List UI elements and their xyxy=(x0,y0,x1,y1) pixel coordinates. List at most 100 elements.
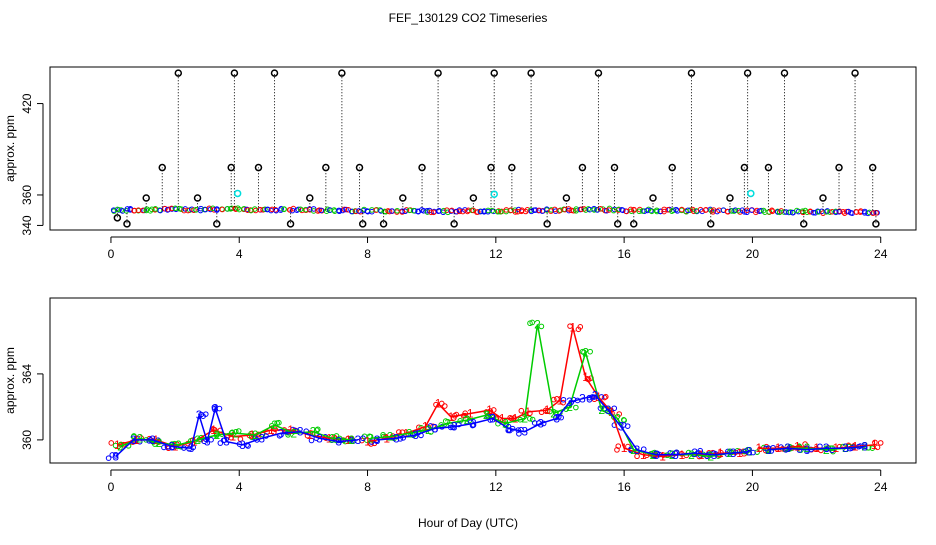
series-1-label: 1 xyxy=(364,435,371,449)
spike-point xyxy=(562,194,571,202)
series-1-label: 1 xyxy=(569,321,576,335)
series-1-point xyxy=(554,395,560,402)
spike-point xyxy=(668,163,676,172)
spike-point xyxy=(469,194,478,202)
x-axis-label: Hour of Day (UTC) xyxy=(418,516,518,530)
spike-point xyxy=(610,163,619,172)
series-2-point xyxy=(869,445,876,451)
spike-point xyxy=(338,69,346,77)
top-x-tick-label: 8 xyxy=(364,247,371,261)
spike-point xyxy=(113,214,122,222)
series-1-point xyxy=(518,407,525,414)
baseline-point xyxy=(497,208,504,215)
baseline-point xyxy=(272,206,279,213)
series-3-label: 3 xyxy=(489,411,496,425)
series-2-label: 2 xyxy=(117,440,124,454)
baseline-point xyxy=(744,209,750,216)
baseline-point xyxy=(748,207,755,213)
series-1-label: 1 xyxy=(191,435,198,449)
baseline-point xyxy=(775,209,781,215)
series-3-point xyxy=(245,443,251,449)
spike-point xyxy=(780,69,789,77)
baseline-point xyxy=(315,208,321,214)
baseline-point xyxy=(556,208,562,214)
series-1-label: 1 xyxy=(525,405,532,419)
series-2-label: 2 xyxy=(464,413,471,427)
series-3-label: 3 xyxy=(196,408,203,422)
baseline-point xyxy=(591,207,597,213)
series-1-label: 1 xyxy=(287,423,294,437)
spike-point xyxy=(193,194,202,202)
series-2-point xyxy=(527,415,533,422)
bottom-x-tick-label: 4 xyxy=(236,480,243,494)
series-2-label: 2 xyxy=(310,425,317,439)
series-1-label: 1 xyxy=(775,441,782,455)
series-1-label: 1 xyxy=(499,411,506,425)
spike-point xyxy=(687,69,696,77)
baseline-point xyxy=(211,207,218,213)
series-1-label: 1 xyxy=(448,410,455,424)
baseline-point xyxy=(403,207,410,213)
top-x-tick-label: 0 xyxy=(108,247,115,261)
spike-point xyxy=(764,163,773,172)
series-2-label: 2 xyxy=(688,448,695,462)
baseline-point xyxy=(241,205,247,212)
baseline-point xyxy=(281,206,287,213)
series-1-label: 1 xyxy=(557,393,564,407)
series-3-label: 3 xyxy=(521,425,528,439)
top-y-tick-label: 420 xyxy=(20,93,34,113)
series-1-point xyxy=(616,411,623,417)
bottom-x-tick-label: 0 xyxy=(108,480,115,494)
series-1-point xyxy=(567,323,573,329)
series-1-point xyxy=(438,400,445,407)
series-3-label: 3 xyxy=(823,441,830,455)
spike-point xyxy=(868,163,877,172)
series-2-label: 2 xyxy=(483,408,490,422)
baseline-point xyxy=(794,207,800,214)
bottom-y-tick-label: 360 xyxy=(20,430,34,450)
series-2-point xyxy=(573,404,579,411)
series-2-label: 2 xyxy=(233,426,240,440)
series-3-label: 3 xyxy=(278,426,285,440)
series-2-label: 2 xyxy=(406,426,413,440)
spike-point xyxy=(355,163,364,172)
series-2-point xyxy=(314,426,321,433)
series-2-label: 2 xyxy=(502,416,509,430)
baseline-point xyxy=(307,207,313,213)
series-3-point xyxy=(161,444,167,451)
series-1-label: 1 xyxy=(794,440,801,454)
series-3-line xyxy=(115,394,865,457)
baseline-point xyxy=(302,206,309,213)
spike-point xyxy=(613,220,622,228)
series-3-point xyxy=(308,437,315,444)
series-2-label: 2 xyxy=(444,416,451,430)
series-3-point xyxy=(397,436,404,442)
baseline-point xyxy=(219,206,226,213)
baseline-point xyxy=(840,209,846,215)
series-3-point xyxy=(202,411,209,417)
top-y-tick-label: 360 xyxy=(20,185,34,205)
series-2-point xyxy=(462,416,469,422)
series-1-point xyxy=(877,440,884,446)
baseline-point xyxy=(804,209,810,215)
spike-point xyxy=(286,220,295,228)
series-1-label: 1 xyxy=(582,370,589,384)
series-1-point xyxy=(601,394,608,401)
baseline-point xyxy=(807,208,813,215)
series-3-label: 3 xyxy=(605,403,612,417)
spike-point xyxy=(254,163,263,172)
series-3-label: 3 xyxy=(169,440,176,454)
series-2-label: 2 xyxy=(175,438,182,452)
baseline-point xyxy=(628,206,634,213)
bottom-x-tick-label: 20 xyxy=(746,480,760,494)
series-2-label: 2 xyxy=(566,400,573,414)
series-2-label: 2 xyxy=(156,436,163,450)
series-2-point xyxy=(538,323,545,330)
series-3-label: 3 xyxy=(653,448,660,462)
series-3-label: 3 xyxy=(592,388,599,402)
baseline-point xyxy=(475,209,481,215)
series-1-label: 1 xyxy=(229,430,236,444)
series-2-label: 2 xyxy=(367,431,374,445)
series-3-point xyxy=(611,405,618,412)
